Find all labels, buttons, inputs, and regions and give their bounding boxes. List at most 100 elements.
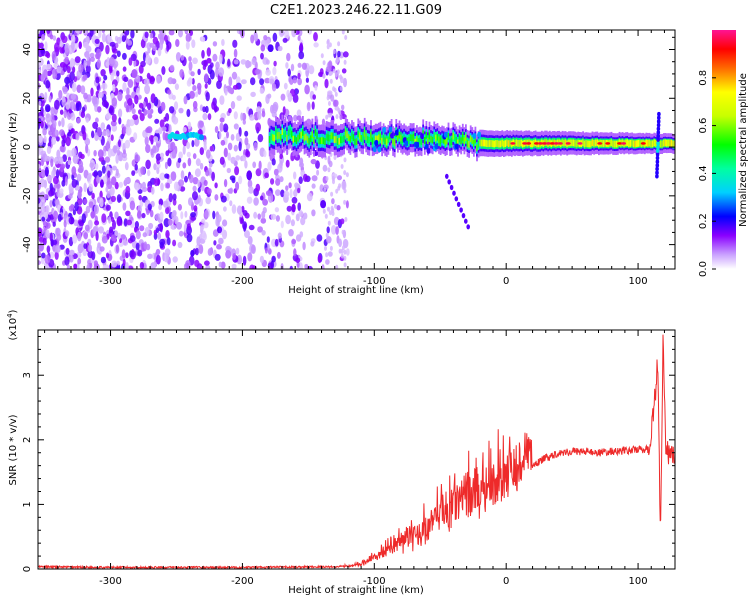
heatmap-cell <box>541 142 547 145</box>
heatmap-cell <box>179 69 185 78</box>
heatmap-cell <box>468 140 470 148</box>
heatmap-cell <box>343 77 347 88</box>
heatmap-cell <box>298 210 304 217</box>
heatmap-cell <box>455 136 458 144</box>
heatmap-cell <box>242 119 246 125</box>
heatmap-cell <box>192 153 197 160</box>
heatmap-cell <box>145 159 151 170</box>
heatmap-cell <box>125 126 132 136</box>
heatmap-cell <box>465 134 467 142</box>
heatmap-cell <box>257 110 262 120</box>
heatmap-cell <box>338 238 342 248</box>
heatmap-cell <box>277 251 281 259</box>
heatmap-cell <box>97 106 102 113</box>
heatmap-cell <box>657 111 661 117</box>
heatmap-cell <box>93 204 99 215</box>
heatmap-cell <box>174 215 179 225</box>
heatmap-cell <box>561 139 564 147</box>
heatmap-cell <box>655 159 660 164</box>
heatmap-cell <box>52 119 57 128</box>
heatmap-cell <box>86 263 91 269</box>
heatmap-cell <box>329 78 333 84</box>
heatmap-cell <box>69 30 73 37</box>
heatmap-cell <box>308 65 315 75</box>
heatmap-cell <box>157 47 162 57</box>
heatmap-cell <box>588 140 591 148</box>
heatmap-cell <box>445 173 449 179</box>
heatmap-cell <box>456 201 461 207</box>
heatmap-cell <box>78 63 84 73</box>
heatmap-cell <box>149 42 155 48</box>
heatmap-cell <box>110 72 114 82</box>
heatmap-cell <box>164 173 169 179</box>
colorbar-tick-label: 0.0 <box>698 261 709 277</box>
heatmap-cell <box>335 226 339 235</box>
heatmap-cell <box>466 224 471 230</box>
heatmap-cell <box>203 232 207 241</box>
heatmap-cell <box>496 140 499 147</box>
heatmap-cell <box>306 192 313 202</box>
heatmap-cell <box>538 142 543 145</box>
heatmap-cell <box>324 213 328 219</box>
heatmap-cell <box>110 195 117 203</box>
heatmap-cell <box>672 140 675 148</box>
heatmap-cell <box>125 94 130 100</box>
heatmap-cell <box>284 30 290 40</box>
heatmap-cell <box>343 255 347 261</box>
heatmap-cell <box>263 150 267 158</box>
heatmap-cell <box>39 199 46 209</box>
x-tick-label: 0 <box>503 576 509 587</box>
heatmap-cell <box>65 101 71 110</box>
heatmap-cell <box>90 211 95 219</box>
heatmap-cell <box>95 163 99 170</box>
heatmap-cell <box>71 178 78 188</box>
heatmap-cell <box>236 205 243 215</box>
heatmap-cell <box>49 34 54 40</box>
heatmap-cell <box>182 162 187 169</box>
heatmap-cell <box>119 152 123 162</box>
heatmap-cell <box>363 129 366 137</box>
heatmap-cell <box>215 67 219 78</box>
heatmap-cell <box>187 157 192 167</box>
heatmap-cell <box>632 140 635 148</box>
heatmap-cell <box>653 139 656 147</box>
heatmap-cell <box>212 53 218 62</box>
heatmap-cell <box>343 59 347 65</box>
heatmap-cell <box>493 140 496 148</box>
heatmap-cell <box>66 65 71 74</box>
heatmap-cell <box>62 87 68 93</box>
heatmap-cell <box>38 180 41 191</box>
heatmap-cell <box>265 59 270 65</box>
heatmap-cell <box>322 137 325 145</box>
heatmap-cell <box>135 74 141 83</box>
heatmap-cell <box>132 114 139 120</box>
heatmap-cell <box>54 42 60 52</box>
heatmap-cell <box>133 132 138 141</box>
heatmap-cell <box>170 224 177 230</box>
heatmap-cell <box>324 245 327 251</box>
heatmap-cell <box>48 95 52 103</box>
heatmap-cell <box>582 139 584 147</box>
heatmap-cell <box>461 134 464 141</box>
heatmap-cell <box>224 87 228 96</box>
heatmap-cell <box>38 167 42 178</box>
heatmap-cell <box>178 107 184 114</box>
heatmap-cell <box>96 59 102 69</box>
heatmap-cell <box>342 51 349 58</box>
heatmap-cell <box>304 263 309 269</box>
heatmap-cell <box>64 56 70 65</box>
heatmap-cell <box>473 139 475 147</box>
heatmap-cell <box>640 142 646 145</box>
heatmap-cell <box>155 248 161 256</box>
heatmap-cell <box>158 198 164 206</box>
heatmap-cell <box>46 245 51 254</box>
heatmap-cell <box>83 232 89 240</box>
heatmap-cell <box>311 183 316 189</box>
heatmap-cell <box>394 129 400 136</box>
heatmap-cell <box>251 57 257 66</box>
heatmap-cell <box>382 126 387 133</box>
heatmap-cell <box>166 44 170 52</box>
heatmap-cell <box>591 139 594 147</box>
heatmap-cell <box>56 183 61 189</box>
heatmap-cell <box>341 229 345 235</box>
